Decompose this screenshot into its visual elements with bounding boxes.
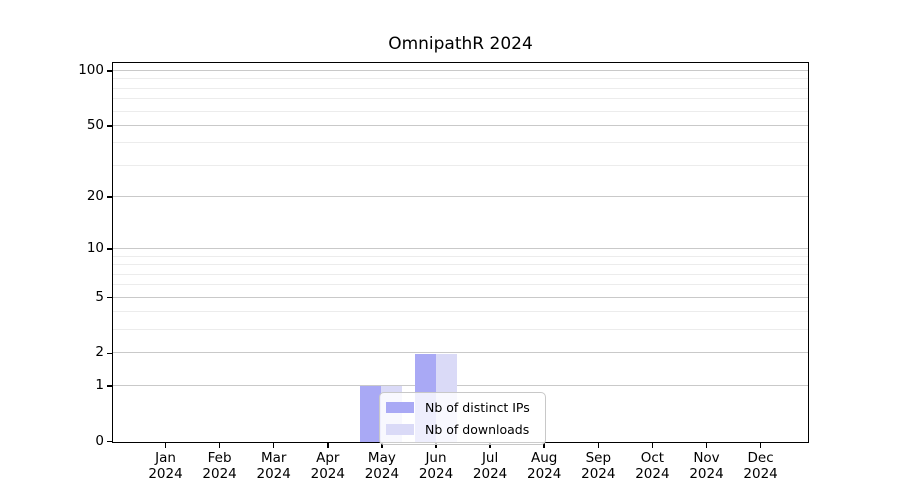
- x-tick-label: Sep 2024: [581, 450, 616, 482]
- minor-gridline: [113, 78, 808, 80]
- y-tick-mark: [107, 70, 112, 72]
- y-tick-mark: [107, 125, 112, 127]
- x-tick-mark: [272, 443, 275, 448]
- y-tick-label: 100: [78, 62, 104, 79]
- y-tick-label: 1: [95, 376, 104, 393]
- major-gridline: [113, 384, 808, 386]
- legend-item-downloads: Nb of downloads: [386, 422, 536, 437]
- y-tick-mark: [107, 296, 112, 299]
- x-tick-label: Jul 2024: [472, 450, 508, 482]
- legend-label-distinct-ips: Nb of distinct IPs: [425, 400, 530, 415]
- x-tick-label: Mar 2024: [256, 450, 291, 482]
- legend-item-distinct-ips: Nb of distinct IPs: [386, 400, 536, 415]
- legend-swatch-distinct-ips-icon: [386, 402, 414, 413]
- y-tick-label: 10: [86, 240, 104, 257]
- y-tick-label: 2: [95, 344, 104, 361]
- bar-may-distinct-ips: [360, 386, 382, 442]
- x-tick-label: Jun 2024: [418, 450, 454, 482]
- minor-gridline: [113, 87, 808, 89]
- minor-gridline: [113, 142, 808, 144]
- x-tick-label: Apr 2024: [310, 450, 345, 482]
- plot-area: Nb of distinct IPs Nb of downloads: [112, 62, 809, 445]
- y-tick-mark: [107, 440, 112, 443]
- y-tick-label: 5: [95, 288, 104, 305]
- minor-gridline: [113, 255, 808, 257]
- major-gridline: [113, 70, 808, 72]
- minor-gridline: [113, 273, 808, 275]
- y-tick-label: 50: [86, 116, 104, 133]
- legend-label-downloads: Nb of downloads: [425, 422, 530, 437]
- x-tick-mark: [543, 443, 545, 448]
- major-gridline: [113, 248, 808, 250]
- x-tick-mark: [218, 443, 221, 448]
- y-tick-mark: [107, 385, 112, 387]
- legend-swatch-downloads-icon: [386, 424, 414, 435]
- y-tick-mark: [107, 248, 112, 250]
- minor-gridline: [113, 284, 808, 286]
- major-gridline: [113, 296, 808, 298]
- minor-gridline: [113, 311, 808, 313]
- y-tick-mark: [107, 352, 112, 355]
- y-tick-mark: [107, 196, 112, 198]
- minor-gridline: [113, 98, 808, 100]
- x-tick-label: Aug 2024: [527, 450, 562, 482]
- major-gridline: [113, 352, 808, 354]
- legend: Nb of distinct IPs Nb of downloads: [379, 392, 546, 445]
- x-tick-label: Oct 2024: [635, 450, 670, 482]
- x-tick-mark: [435, 443, 437, 448]
- x-tick-mark: [759, 443, 762, 448]
- y-tick-label: 20: [86, 188, 104, 205]
- minor-gridline: [113, 264, 808, 266]
- x-tick-label: Feb 2024: [202, 450, 237, 482]
- minor-gridline: [113, 329, 808, 331]
- x-tick-mark: [597, 443, 600, 448]
- minor-gridline: [113, 164, 808, 166]
- minor-gridline: [113, 110, 808, 112]
- x-tick-mark: [705, 443, 708, 448]
- major-gridline: [113, 124, 808, 126]
- x-tick-label: May 2024: [364, 450, 400, 482]
- x-tick-label: Nov 2024: [689, 450, 724, 482]
- x-tick-mark: [489, 443, 491, 448]
- x-tick-label: Dec 2024: [743, 450, 778, 482]
- x-tick-mark: [164, 443, 167, 448]
- chart-title: OmnipathR 2024: [388, 34, 533, 54]
- y-tick-label: 0: [95, 432, 104, 449]
- major-gridline: [113, 196, 808, 198]
- x-tick-mark: [327, 443, 329, 448]
- x-tick-mark: [651, 443, 654, 448]
- x-tick-mark: [381, 443, 383, 448]
- x-tick-label: Jan 2024: [148, 450, 183, 482]
